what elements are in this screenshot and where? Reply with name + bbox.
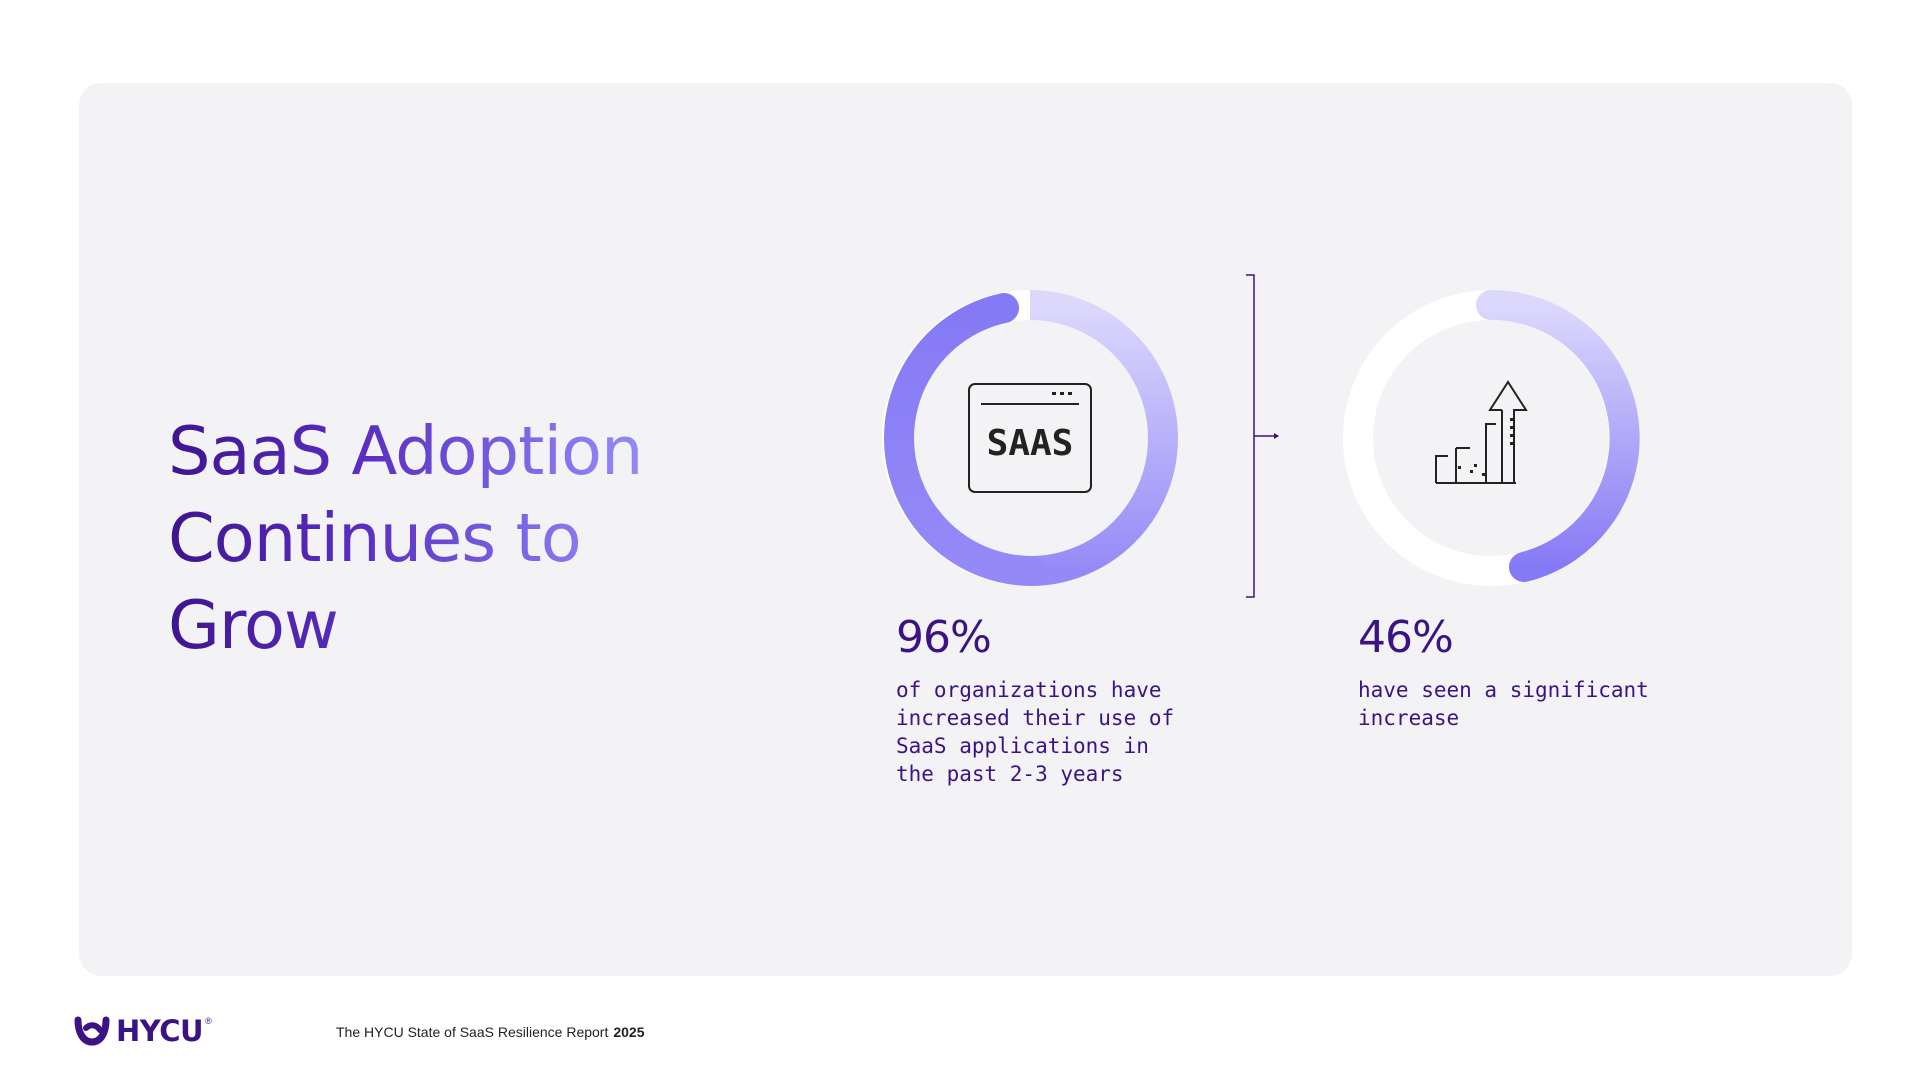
registered-mark: ® [205, 1016, 212, 1026]
hycu-logo: HYCU ® [74, 1014, 212, 1048]
stat-1-desc-line-3: SaaS applications in [896, 734, 1149, 758]
growth-bars-arrow-icon [1434, 378, 1546, 495]
saas-icon-label: SAAS [987, 423, 1074, 464]
bracket-connector [1240, 274, 1280, 609]
stat-1-desc-line-2: increased their use of [896, 706, 1175, 730]
stat-1-ring [880, 288, 1180, 588]
stat-2-desc-line-1: have seen a significant [1358, 678, 1649, 702]
hycu-logo-mark-icon [74, 1016, 110, 1046]
footer-report-title: The HYCU State of SaaS Resilience Report… [336, 1024, 645, 1040]
report-title: The HYCU State of SaaS Resilience Report [336, 1024, 609, 1040]
report-year: 2025 [613, 1024, 645, 1040]
saas-window-icon: SAAS [967, 382, 1093, 499]
stat-2-ring [1341, 288, 1641, 588]
title-line-1: SaaS Adoption [168, 412, 643, 490]
stat-1-desc-line-4: the past 2-3 years [896, 762, 1124, 786]
title-line-2: Continues to [168, 499, 581, 577]
title-line-3: Grow [168, 586, 338, 664]
stat-2-desc-line-2: increase [1358, 706, 1460, 730]
stat-1-value: 96% [896, 612, 992, 663]
stat-1-description: of organizations have increased their us… [896, 676, 1174, 788]
stat-1-desc-line-1: of organizations have [896, 678, 1162, 702]
stat-2-description: have seen a significant increase [1358, 676, 1649, 732]
page-title: SaaS Adoption Continues to Grow [168, 408, 728, 669]
stat-2-value: 46% [1358, 612, 1454, 663]
logo-wordmark: HYCU [116, 1014, 204, 1048]
content-panel [79, 83, 1852, 976]
